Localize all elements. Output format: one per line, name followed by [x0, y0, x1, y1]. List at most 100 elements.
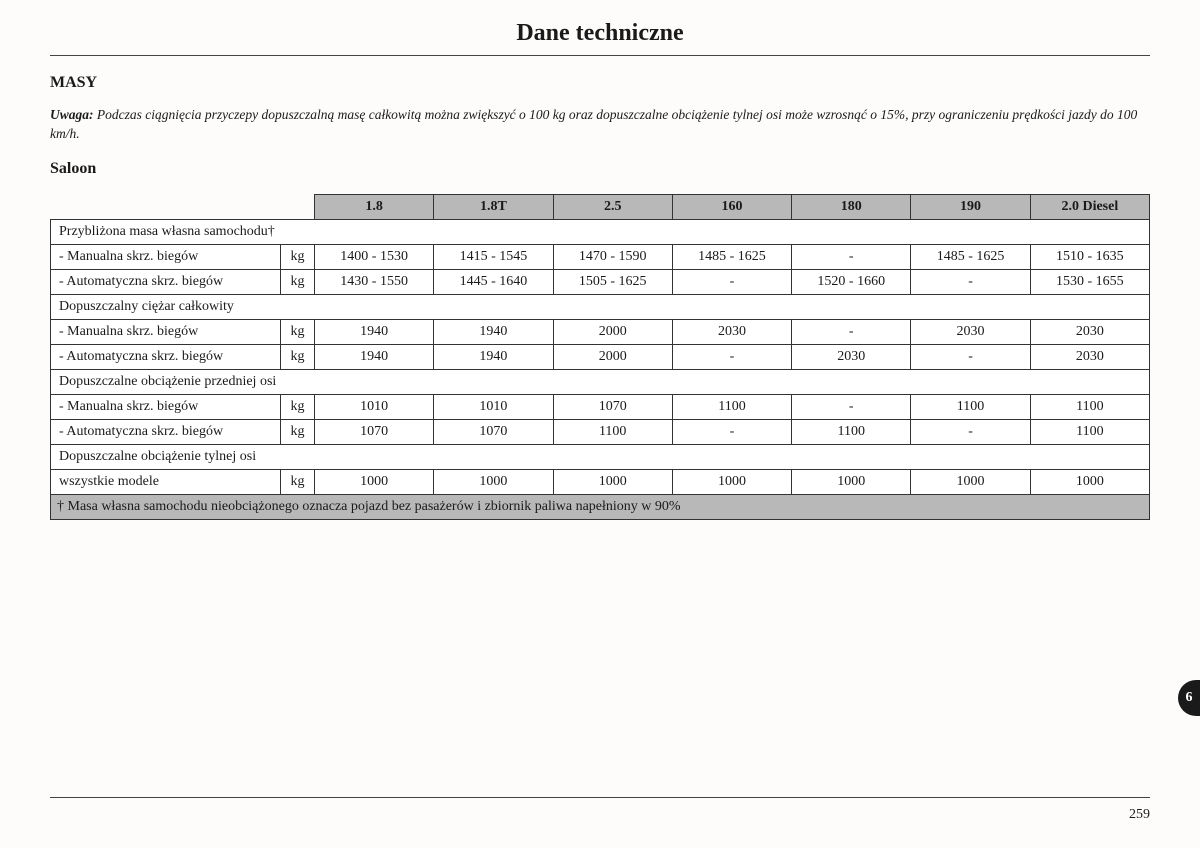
table-row: wszystkie modelekg1000100010001000100010… [51, 469, 1150, 494]
value-cell: 1010 [434, 394, 553, 419]
section-title-row: Dopuszczalny ciężar całkowity [51, 294, 1150, 319]
row-label: - Manualna skrz. biegów [51, 244, 281, 269]
value-cell: 1940 [315, 319, 434, 344]
value-cell: 1010 [315, 394, 434, 419]
value-cell: 1000 [1030, 469, 1149, 494]
value-cell: 1445 - 1640 [434, 269, 553, 294]
section-title-row: Dopuszczalne obciążenie przedniej osi [51, 369, 1150, 394]
value-cell: 1940 [434, 319, 553, 344]
section-title-row: Przybliżona masa własna samochodu† [51, 219, 1150, 244]
row-label: - Manualna skrz. biegów [51, 319, 281, 344]
divider-bottom [50, 797, 1150, 798]
table-row: - Manualna skrz. biegówkg194019402000203… [51, 319, 1150, 344]
section-title-row: Dopuszczalne obciążenie tylnej osi [51, 444, 1150, 469]
section-title-cell: Dopuszczalny ciężar całkowity [51, 294, 1150, 319]
value-cell: 1100 [1030, 394, 1149, 419]
value-cell: 1510 - 1635 [1030, 244, 1149, 269]
section-heading: MASY [50, 74, 1150, 92]
value-cell: 1485 - 1625 [911, 244, 1030, 269]
col-header: 160 [672, 194, 791, 219]
row-label: wszystkie modele [51, 469, 281, 494]
value-cell: 1940 [315, 344, 434, 369]
value-cell: 1400 - 1530 [315, 244, 434, 269]
table-row: - Automatyczna skrz. biegówkg10701070110… [51, 419, 1150, 444]
value-cell: 1530 - 1655 [1030, 269, 1149, 294]
col-header: 1.8 [315, 194, 434, 219]
note-text: Podczas ciągnięcia przyczepy dopuszczaln… [50, 107, 1137, 141]
value-cell: - [792, 394, 911, 419]
value-cell: 1505 - 1625 [553, 269, 672, 294]
value-cell: - [672, 419, 791, 444]
section-title-cell: Przybliżona masa własna samochodu† [51, 219, 1150, 244]
value-cell: 2030 [792, 344, 911, 369]
blank-header [281, 194, 315, 219]
value-cell: 1000 [672, 469, 791, 494]
blank-header [51, 194, 281, 219]
value-cell: 1100 [553, 419, 672, 444]
value-cell: - [792, 244, 911, 269]
value-cell: - [911, 419, 1030, 444]
unit-cell: kg [281, 419, 315, 444]
value-cell: 2030 [672, 319, 791, 344]
value-cell: 1430 - 1550 [315, 269, 434, 294]
page-title: Dane techniczne [50, 20, 1150, 47]
unit-cell: kg [281, 319, 315, 344]
value-cell: - [911, 344, 1030, 369]
value-cell: 1000 [911, 469, 1030, 494]
table-row: - Automatyczna skrz. biegówkg19401940200… [51, 344, 1150, 369]
col-header: 1.8T [434, 194, 553, 219]
value-cell: 1000 [792, 469, 911, 494]
value-cell: 1470 - 1590 [553, 244, 672, 269]
value-cell: 1000 [434, 469, 553, 494]
row-label: - Automatyczna skrz. biegów [51, 269, 281, 294]
value-cell: 1100 [911, 394, 1030, 419]
value-cell: 1520 - 1660 [792, 269, 911, 294]
value-cell: - [672, 269, 791, 294]
footnote-row: † Masa własna samochodu nieobciążonego o… [51, 494, 1150, 519]
table-subheading: Saloon [50, 160, 1150, 178]
value-cell: 1070 [553, 394, 672, 419]
unit-cell: kg [281, 469, 315, 494]
row-label: - Manualna skrz. biegów [51, 394, 281, 419]
row-label: - Automatyczna skrz. biegów [51, 419, 281, 444]
col-header: 2.0 Diesel [1030, 194, 1149, 219]
value-cell: 1000 [315, 469, 434, 494]
divider-top [50, 55, 1150, 56]
value-cell: 1100 [1030, 419, 1149, 444]
section-title-cell: Dopuszczalne obciążenie przedniej osi [51, 369, 1150, 394]
section-title-cell: Dopuszczalne obciążenie tylnej osi [51, 444, 1150, 469]
value-cell: - [792, 319, 911, 344]
unit-cell: kg [281, 394, 315, 419]
value-cell: 1415 - 1545 [434, 244, 553, 269]
unit-cell: kg [281, 244, 315, 269]
value-cell: 2030 [911, 319, 1030, 344]
table-row: - Manualna skrz. biegówkg1400 - 15301415… [51, 244, 1150, 269]
note-label: Uwaga: [50, 107, 94, 122]
value-cell: 1070 [434, 419, 553, 444]
chapter-tab: 6 [1178, 680, 1200, 716]
table-header-row: 1.8 1.8T 2.5 160 180 190 2.0 Diesel [51, 194, 1150, 219]
col-header: 190 [911, 194, 1030, 219]
value-cell: 1485 - 1625 [672, 244, 791, 269]
value-cell: 1070 [315, 419, 434, 444]
row-label: - Automatyczna skrz. biegów [51, 344, 281, 369]
value-cell: - [911, 269, 1030, 294]
value-cell: 1000 [553, 469, 672, 494]
col-header: 2.5 [553, 194, 672, 219]
unit-cell: kg [281, 269, 315, 294]
col-header: 180 [792, 194, 911, 219]
value-cell: 2030 [1030, 319, 1149, 344]
table-row: - Manualna skrz. biegówkg101010101070110… [51, 394, 1150, 419]
note-paragraph: Uwaga: Podczas ciągnięcia przyczepy dopu… [50, 106, 1150, 144]
specs-table: 1.8 1.8T 2.5 160 180 190 2.0 Diesel Przy… [50, 194, 1150, 520]
value-cell: 1940 [434, 344, 553, 369]
value-cell: 1100 [672, 394, 791, 419]
unit-cell: kg [281, 344, 315, 369]
value-cell: 1100 [792, 419, 911, 444]
page-number: 259 [1129, 807, 1150, 823]
footnote-cell: † Masa własna samochodu nieobciążonego o… [51, 494, 1150, 519]
value-cell: 2000 [553, 319, 672, 344]
value-cell: 2030 [1030, 344, 1149, 369]
value-cell: 2000 [553, 344, 672, 369]
value-cell: - [672, 344, 791, 369]
